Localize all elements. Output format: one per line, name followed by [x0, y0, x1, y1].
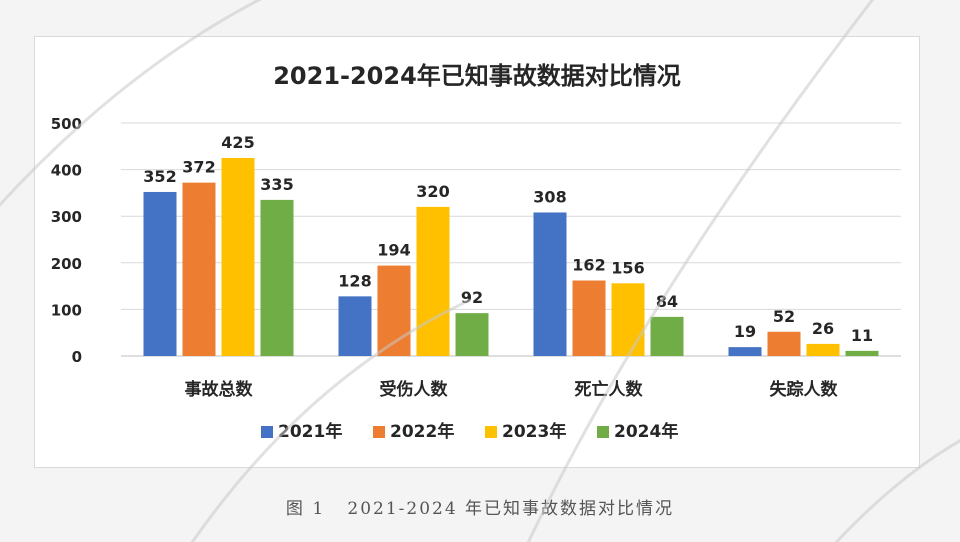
- bar: [221, 157, 255, 356]
- data-label: 19: [734, 322, 756, 341]
- bar: [143, 191, 177, 356]
- bar: [377, 265, 411, 356]
- x-tick-label: 受伤人数: [380, 379, 449, 400]
- chart-frame: 2021-2024年已知事故数据对比情况 0 100 200 300 400 500 352 3…: [34, 36, 920, 468]
- data-label: 128: [338, 271, 371, 290]
- data-label: 84: [656, 292, 678, 311]
- y-tick-label: 500: [51, 115, 82, 133]
- bar: [845, 350, 879, 356]
- data-label: 26: [812, 319, 834, 338]
- bar: [182, 182, 216, 356]
- bar: [767, 331, 801, 356]
- legend-swatch: [485, 426, 497, 438]
- legend-label: 2023年: [502, 421, 566, 442]
- bar: [338, 296, 372, 356]
- bar-chart: 2021-2024年已知事故数据对比情况 0 100 200 300 400 500 352 3…: [51, 62, 901, 442]
- x-tick-label: 死亡人数: [575, 379, 644, 400]
- bar: [455, 313, 489, 356]
- data-label: 11: [851, 326, 873, 345]
- data-label: 162: [572, 256, 605, 275]
- chart-title: 2021-2024年已知事故数据对比情况: [273, 62, 681, 90]
- data-label: 92: [461, 288, 483, 307]
- y-tick-label: 300: [51, 208, 82, 226]
- bar: [416, 206, 450, 356]
- x-tick-label: 失踪人数: [770, 379, 839, 400]
- y-tick-label: 100: [51, 301, 82, 319]
- caption-label: 图 1: [285, 499, 326, 519]
- bar: [260, 199, 294, 356]
- data-label: 335: [260, 175, 293, 194]
- data-label: 308: [533, 187, 566, 206]
- bar: [572, 280, 606, 356]
- y-tick-label: 400: [51, 162, 82, 180]
- data-label: 372: [182, 158, 215, 177]
- data-label: 156: [611, 258, 644, 277]
- data-label: 320: [416, 182, 449, 201]
- x-tick-label: 事故总数: [185, 379, 254, 400]
- data-label: 352: [143, 167, 176, 186]
- legend-label: 2024年: [614, 421, 678, 442]
- legend-swatch: [261, 426, 273, 438]
- bar: [611, 283, 645, 356]
- data-label: 52: [773, 307, 795, 326]
- y-tick-label: 0: [72, 348, 82, 366]
- bar: [806, 343, 840, 356]
- bar: [533, 212, 567, 356]
- bar: [650, 316, 684, 356]
- data-label: 194: [377, 241, 410, 260]
- legend-swatch: [597, 426, 609, 438]
- caption-text: 2021-2024 年已知事故数据对比情况: [347, 499, 675, 519]
- legend-label: 2021年: [278, 421, 342, 442]
- data-label: 425: [221, 133, 254, 152]
- figure-caption: 图 1 2021-2024 年已知事故数据对比情况: [0, 494, 960, 519]
- legend-swatch: [373, 426, 385, 438]
- bar: [728, 347, 762, 356]
- y-tick-label: 200: [51, 255, 82, 273]
- legend-label: 2022年: [390, 421, 454, 442]
